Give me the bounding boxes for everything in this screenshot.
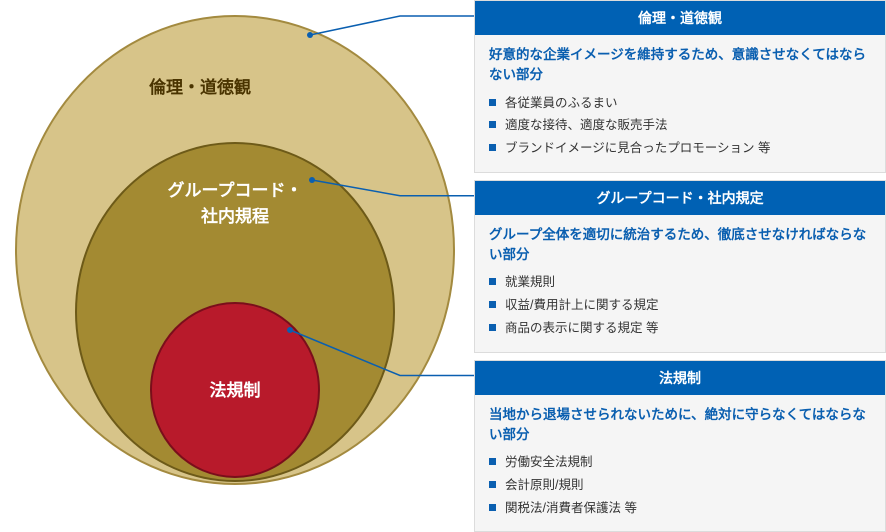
middle-label: グループコード・社内規程	[135, 178, 335, 229]
venn-diagram: 倫理・道徳観グループコード・社内規程法規制	[0, 0, 474, 502]
info-list-0: 各従業員のふるまい適度な接待、適度な販売手法ブランドイメージに見合ったプロモーシ…	[475, 92, 885, 172]
list-item: 商品の表示に関する規定 等	[489, 317, 871, 340]
outer-label: 倫理・道徳観	[100, 75, 300, 101]
inner-label: 法規制	[135, 378, 335, 404]
list-item: 就業規則	[489, 271, 871, 294]
list-item: 労働安全法規制	[489, 451, 871, 474]
list-item: 関税法/消費者保護法 等	[489, 497, 871, 520]
list-item: 収益/費用計上に関する規定	[489, 294, 871, 317]
layout-container: 倫理・道徳観グループコード・社内規程法規制 倫理・道徳観好意的な企業イメージを維…	[0, 0, 886, 502]
info-list-1: 就業規則収益/費用計上に関する規定商品の表示に関する規定 等	[475, 271, 885, 351]
list-item: 会計原則/規則	[489, 474, 871, 497]
middle-label-l2: 社内規程	[201, 207, 269, 226]
list-item: 適度な接待、適度な販売手法	[489, 114, 871, 137]
middle-label-l1: グループコード・	[168, 181, 303, 200]
list-item: 各従業員のふるまい	[489, 92, 871, 115]
list-item: ブランドイメージに見合ったプロモーション 等	[489, 137, 871, 160]
info-list-2: 労働安全法規制会計原則/規則関税法/消費者保護法 等	[475, 451, 885, 531]
